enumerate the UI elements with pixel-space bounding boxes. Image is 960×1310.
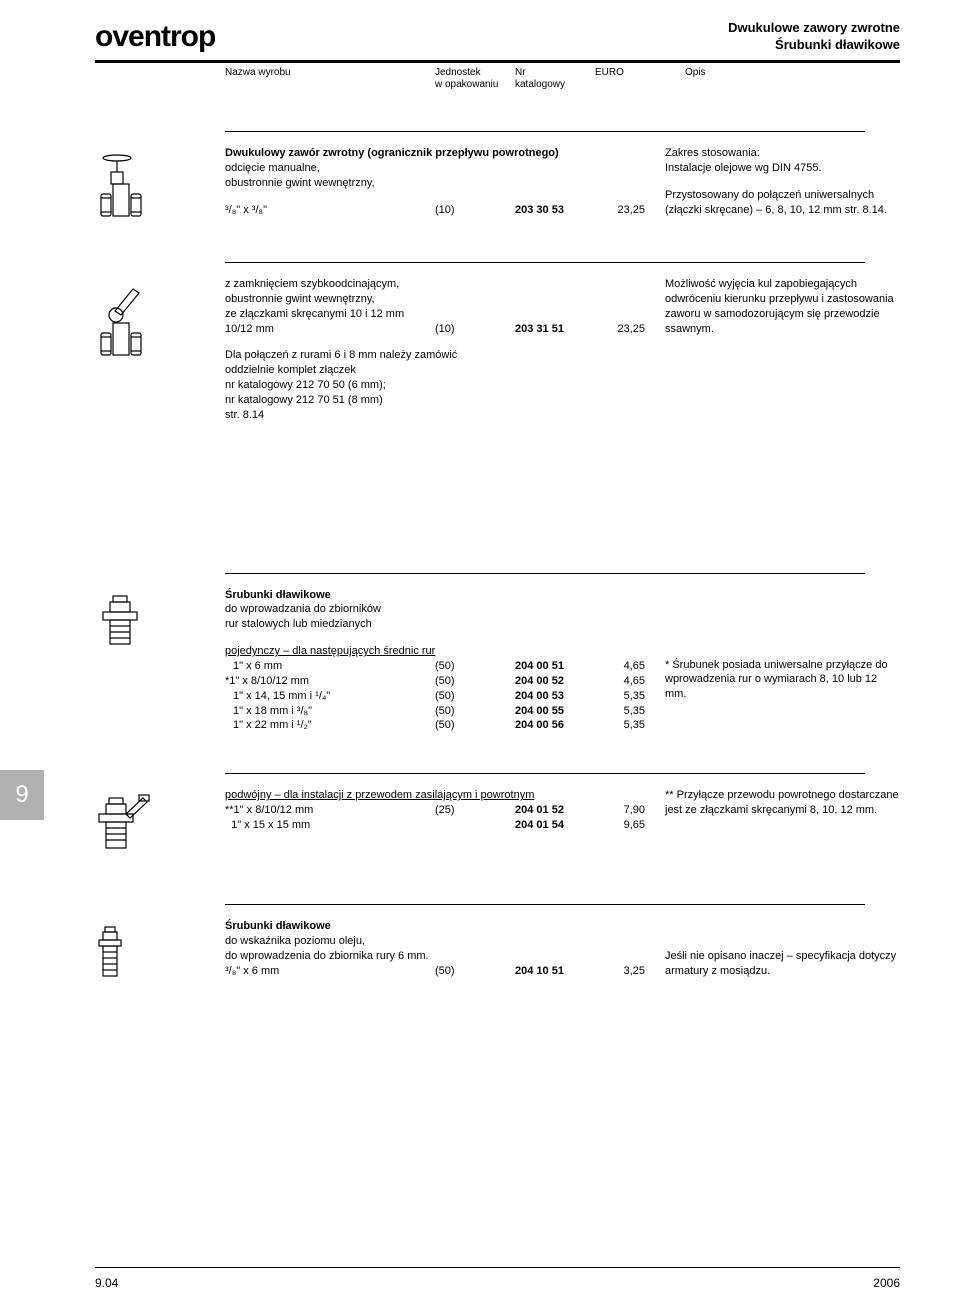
p4-row-1: **1" x 8/10/12 mm (25) 204 01 52 7,90 [225, 803, 645, 818]
p2-l3: ze złączkami skręcanymi 10 i 12 mm [225, 307, 645, 322]
page-title-line-2: Śrubunki dławikowe [728, 37, 900, 54]
p4-row-2: 1" x 15 x 15 mm 204 01 54 9,65 [225, 818, 645, 833]
p5-opis: Jeśli nie opisano inaczej – specyfikacja… [665, 949, 900, 979]
product-2: z zamknięciem szybkoodcinającym, obustro… [0, 263, 960, 423]
page-footer: 9.04 2006 [95, 1267, 900, 1290]
header-divider [95, 60, 900, 63]
col-header-nr: Nrkatalogowy [515, 67, 595, 91]
p1-name-1: Dwukulowy zawór zwrotny (ogranicznik prz… [225, 146, 645, 161]
p2-row-1: 10/12 mm (10) 203 31 51 23,25 [225, 322, 645, 337]
p1-name-3: obustronnie gwint wewnętrzny, [225, 176, 645, 191]
p4-sub: podwójny – dla instalacji z przewodem za… [225, 789, 534, 801]
p2-opis: Możliwość wyjęcia kul zapobiegających od… [665, 277, 900, 336]
p1-opis-3: Przystosowany do połączeń uniwersalnych … [665, 188, 900, 218]
product-3-icon [95, 588, 225, 734]
p3-row-5: 1" x 22 mm i ¹/₂" (50) 204 00 56 5,35 [225, 718, 645, 733]
p3-opis: * Śrubunek posiada uniwersalne przyłącze… [665, 658, 900, 703]
product-4-icon [95, 788, 225, 854]
product-2-icon [95, 277, 225, 423]
p5-row-1: ³/₈" x 6 mm (50) 204 10 51 3,25 [225, 964, 645, 979]
product-4: podwójny – dla instalacji z przewodem za… [0, 774, 960, 854]
column-headers: Nazwa wyrobu Jednostekw opakowaniu Nrkat… [0, 63, 960, 91]
p2-l5: oddzielnie komplet złączek [225, 363, 645, 378]
p3-row-3: 1" x 14, 15 mm i ¹/₄" (50) 204 00 53 5,3… [225, 689, 645, 704]
p3-title-1: Śrubunki dławikowe [225, 588, 645, 603]
col-header-opis: Opis [685, 67, 745, 91]
page-title: Dwukulowe zawory zwrotne Śrubunki dławik… [728, 20, 900, 54]
p4-opis: ** Przyłącze przewodu powrotnego dostarc… [665, 788, 900, 818]
p2-l4: Dla połączeń z rurami 6 i 8 mm należy za… [225, 348, 645, 363]
footer-right: 2006 [873, 1276, 900, 1290]
p1-opis-1: Zakres stosowania: [665, 146, 900, 161]
p2-l8: str. 8.14 [225, 408, 645, 423]
p5-title-2: do wskaźnika poziomu oleju, [225, 934, 645, 949]
p3-row-4: 1" x 18 mm i ³/₈" (50) 204 00 55 5,35 [225, 704, 645, 719]
p2-l1: z zamknięciem szybkoodcinającym, [225, 277, 645, 292]
p1-row-1: ³/₈" x ³/₈" (10) 203 30 53 23,25 [225, 203, 645, 218]
p2-l6: nr katalogowy 212 70 50 (6 mm); [225, 378, 645, 393]
p5-title-3: do wprowadzenia do zbiornika rury 6 mm. [225, 949, 645, 964]
p2-l2: obustronnie gwint wewnętrzny, [225, 292, 645, 307]
col-header-jednostek: Jednostekw opakowaniu [435, 67, 515, 91]
col-header-euro: EURO [595, 67, 685, 91]
product-3: Śrubunki dławikowe do wprowadzania do zb… [0, 574, 960, 734]
p3-row-2: *1" x 8/10/12 mm (50) 204 00 52 4,65 [225, 674, 645, 689]
product-1: Dwukulowy zawór zwrotny (ogranicznik prz… [0, 132, 960, 222]
p1-opis-2: Instalacje olejowe wg DIN 4755. [665, 161, 900, 176]
p3-sub: pojedynczy – dla następujących średnic r… [225, 645, 435, 657]
p3-title-3: rur stalowych lub miedzianych [225, 617, 645, 632]
product-5: Śrubunki dławikowe do wskaźnika poziomu … [0, 905, 960, 980]
col-header-nazwa: Nazwa wyrobu [225, 67, 435, 91]
side-tab: 9 [0, 770, 44, 820]
p3-title-2: do wprowadzania do zbiorników [225, 602, 645, 617]
product-5-icon [95, 919, 225, 980]
product-1-icon [95, 146, 225, 222]
page-title-line-1: Dwukulowe zawory zwrotne [728, 20, 900, 37]
p3-row-1: 1" x 6 mm (50) 204 00 51 4,65 [225, 659, 645, 674]
p1-name-2: odcięcie manualne, [225, 161, 645, 176]
p5-title-1: Śrubunki dławikowe [225, 919, 645, 934]
p2-l7: nr katalogowy 212 70 51 (8 mm) [225, 393, 645, 408]
footer-left: 9.04 [95, 1276, 118, 1290]
